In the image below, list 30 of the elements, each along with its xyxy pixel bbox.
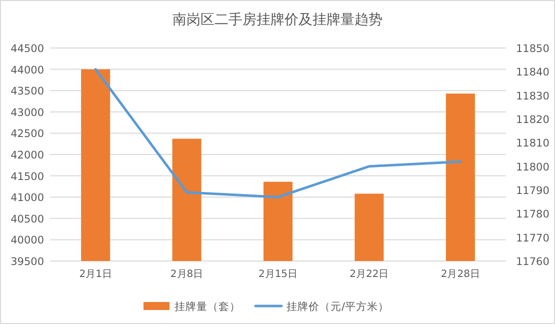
x-tick-label: 2月1日 [79, 269, 112, 280]
y2-tick-label: 11840 [516, 66, 550, 79]
x-tick-label: 2月15日 [258, 269, 298, 280]
y-tick-label: 41000 [10, 192, 44, 204]
y2-tick-label: 11800 [516, 161, 550, 174]
y-tick-label: 39500 [10, 256, 44, 268]
y-tick-label: 44000 [10, 64, 44, 76]
y-tick-label: 42000 [10, 150, 44, 162]
legend-label: 挂牌价（元/平方米） [286, 300, 390, 313]
y-tick-label: 42500 [10, 128, 44, 140]
y2-tick-label: 11760 [516, 256, 550, 268]
y-tick-label: 41500 [10, 170, 44, 183]
y2-tick-label: 11830 [516, 90, 550, 102]
y2-tick-label: 11790 [516, 185, 550, 197]
y-tick-label: 40500 [10, 213, 44, 226]
y2-tick-label: 11780 [516, 208, 550, 221]
legend-label: 挂牌量（套） [174, 301, 240, 313]
x-tick-label: 2月28日 [440, 269, 480, 280]
y-tick-label: 40000 [10, 234, 44, 247]
y2-tick-label: 11810 [516, 138, 550, 150]
y-tick-label: 43000 [10, 106, 44, 119]
x-tick-label: 2月8日 [170, 269, 204, 280]
y2-tick-label: 11770 [516, 232, 550, 244]
y-tick-label: 43500 [10, 86, 44, 98]
chart-title: 南岗区二手房挂牌价及挂牌量趋势 [172, 12, 382, 28]
y-tick-label: 44500 [10, 43, 44, 55]
y2-tick-label: 11850 [516, 43, 550, 55]
x-tick-label: 2月22日 [350, 269, 389, 280]
y2-tick-label: 11820 [516, 114, 550, 126]
line-series [94, 68, 462, 198]
